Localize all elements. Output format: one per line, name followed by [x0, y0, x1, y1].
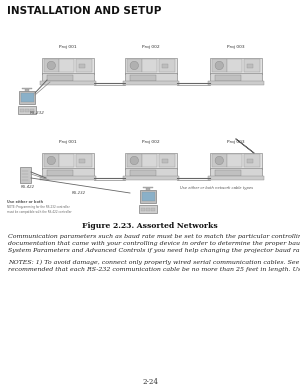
Text: documentation that came with your controlling device in order to determine the p: documentation that came with your contro…: [8, 241, 300, 246]
Bar: [215, 75, 241, 81]
Bar: [208, 81, 264, 85]
Bar: [151, 208, 155, 211]
Bar: [159, 154, 176, 167]
Text: Proj 002: Proj 002: [142, 45, 160, 49]
Bar: [142, 154, 157, 167]
Circle shape: [47, 156, 56, 165]
Bar: [141, 208, 145, 211]
Text: System Parameters and Advanced Controls if you need help changing the projector : System Parameters and Advanced Controls …: [8, 248, 300, 253]
Bar: [20, 92, 34, 102]
Bar: [146, 208, 150, 211]
Bar: [123, 176, 179, 180]
Bar: [25, 89, 29, 91]
Text: RS-232: RS-232: [72, 191, 86, 195]
Text: RS-232: RS-232: [30, 111, 45, 115]
Bar: [127, 154, 142, 167]
Text: Proj 003: Proj 003: [227, 45, 245, 49]
Bar: [76, 154, 92, 167]
Bar: [47, 75, 73, 81]
Bar: [212, 154, 226, 167]
Bar: [42, 58, 94, 74]
Bar: [125, 73, 177, 82]
Bar: [140, 189, 156, 203]
Text: must be compatible with the RS-422 controller: must be compatible with the RS-422 contr…: [7, 210, 72, 214]
Bar: [248, 64, 253, 68]
Bar: [42, 73, 94, 82]
Text: Proj 001: Proj 001: [59, 45, 77, 49]
Circle shape: [130, 156, 139, 165]
Bar: [210, 153, 262, 169]
Text: Use either or both: Use either or both: [7, 200, 43, 204]
Text: Proj 003: Proj 003: [227, 140, 245, 144]
Text: recommended that each RS-232 communication cable be no more than 25 feet in leng: recommended that each RS-232 communicati…: [8, 267, 300, 272]
Bar: [244, 59, 260, 72]
Bar: [248, 159, 253, 163]
Bar: [42, 153, 94, 169]
Bar: [80, 159, 85, 163]
Bar: [22, 88, 32, 89]
Bar: [20, 109, 24, 111]
Bar: [159, 59, 176, 72]
Bar: [208, 176, 264, 180]
Bar: [162, 64, 168, 68]
Circle shape: [215, 61, 224, 70]
Text: Figure 2.23. Assorted Networks: Figure 2.23. Assorted Networks: [82, 222, 218, 230]
Bar: [210, 58, 262, 74]
Bar: [47, 170, 73, 176]
Bar: [244, 154, 260, 167]
Text: RS-422: RS-422: [21, 185, 35, 189]
Text: INSTALLATION AND SETUP: INSTALLATION AND SETUP: [7, 6, 161, 16]
Bar: [19, 90, 35, 104]
Bar: [123, 81, 179, 85]
Bar: [142, 59, 157, 72]
Bar: [210, 73, 262, 82]
Text: 2-24: 2-24: [142, 378, 158, 386]
Bar: [125, 168, 177, 177]
Text: Proj 002: Proj 002: [142, 140, 160, 144]
Bar: [59, 59, 74, 72]
Bar: [42, 168, 94, 177]
Bar: [40, 176, 96, 180]
Bar: [30, 109, 34, 111]
Bar: [25, 109, 29, 111]
Bar: [215, 170, 241, 176]
Circle shape: [47, 61, 56, 70]
Bar: [125, 58, 177, 74]
Bar: [227, 59, 242, 72]
Bar: [44, 154, 58, 167]
Bar: [20, 167, 31, 183]
Bar: [146, 188, 150, 190]
Text: NOTE: Programming for the RS-232 controller: NOTE: Programming for the RS-232 control…: [7, 205, 70, 209]
Bar: [210, 168, 262, 177]
Bar: [59, 154, 74, 167]
Bar: [143, 187, 153, 188]
Text: Communication parameters such as baud rate must be set to match the particular c: Communication parameters such as baud ra…: [8, 234, 300, 239]
Bar: [40, 81, 96, 85]
Bar: [44, 59, 58, 72]
Bar: [125, 153, 177, 169]
Text: Use either or both network cable types: Use either or both network cable types: [180, 186, 253, 190]
Bar: [130, 75, 156, 81]
Bar: [227, 154, 242, 167]
Bar: [80, 64, 85, 68]
Bar: [18, 106, 36, 114]
Text: Proj 001: Proj 001: [59, 140, 77, 144]
Bar: [127, 59, 142, 72]
Text: NOTES: 1) To avoid damage, connect only properly wired serial communication cabl: NOTES: 1) To avoid damage, connect only …: [8, 260, 300, 265]
Bar: [162, 159, 168, 163]
Bar: [212, 59, 226, 72]
Circle shape: [130, 61, 139, 70]
Bar: [130, 170, 156, 176]
Bar: [142, 192, 154, 201]
Bar: [76, 59, 92, 72]
Circle shape: [215, 156, 224, 165]
Bar: [139, 204, 157, 213]
